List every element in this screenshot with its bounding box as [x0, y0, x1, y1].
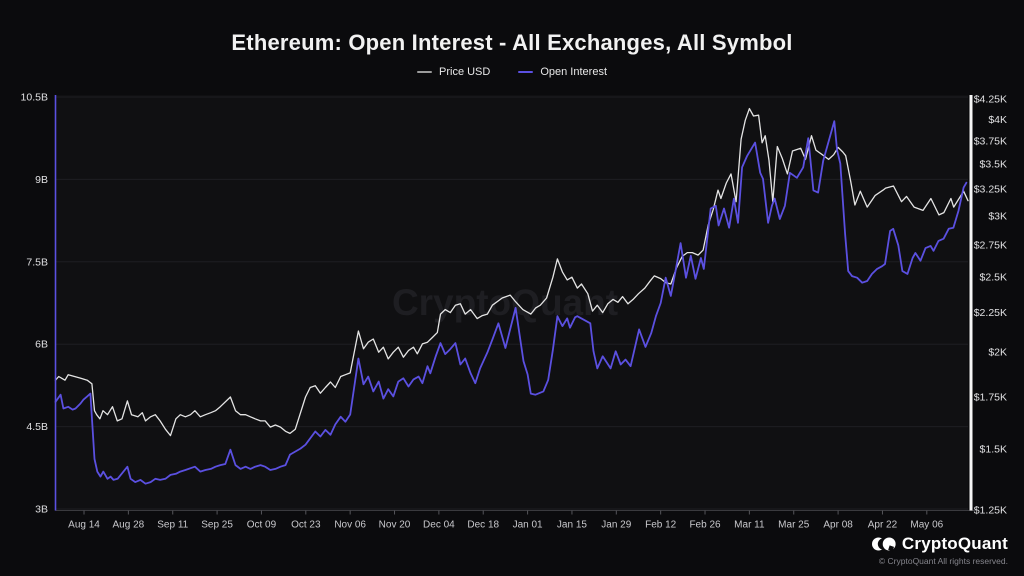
- right-axis-tick-label: $4.25K: [974, 94, 1007, 106]
- chart-title: Ethereum: Open Interest - All Exchanges,…: [231, 30, 793, 55]
- right-axis-tick-label: $2.75K: [974, 240, 1007, 252]
- right-axis-tick-label: $1.25K: [974, 505, 1007, 517]
- x-axis-tick-label: Nov 06: [334, 520, 366, 531]
- cryptoquant-logo-icon: [871, 537, 896, 552]
- x-axis-tick-label: Feb 12: [645, 520, 677, 531]
- x-axis-tick-label: Feb 26: [689, 520, 721, 531]
- x-axis-tick-label: Oct 09: [247, 520, 277, 531]
- left-axis-tick-label: 6B: [35, 339, 48, 351]
- x-axis-tick-label: Sep 25: [201, 520, 233, 531]
- brand-name: CryptoQuant: [901, 534, 1008, 553]
- left-axis-tick-label: 3B: [35, 504, 48, 516]
- series-line-price-usd: [54, 107, 969, 437]
- right-axis-tick-label: $2K: [988, 347, 1007, 359]
- left-axis-tick-label: 4.5B: [26, 421, 48, 433]
- legend-item-price-usd[interactable]: Price USD: [417, 66, 490, 78]
- x-axis-tick-label: May 06: [910, 520, 943, 531]
- footer-brand-block: CryptoQuant © CryptoQuant All rights res…: [871, 534, 1008, 566]
- right-axis-tick-label: $1.75K: [974, 391, 1007, 403]
- right-axis-tick-label: $2.5K: [980, 272, 1007, 284]
- x-axis-tick-label: Sep 11: [157, 520, 188, 531]
- open-interest-swatch-icon: [518, 71, 534, 73]
- right-axis-tick-label: $3K: [988, 210, 1007, 222]
- series-line-open-interest: [54, 120, 968, 485]
- x-axis-tick-label: Jan 29: [601, 520, 631, 531]
- x-axis-tick-label: Apr 08: [823, 520, 853, 531]
- x-axis-tick-label: Jan 15: [557, 520, 587, 531]
- legend: Price USD Open Interest: [0, 66, 1024, 78]
- plot-background: [55, 95, 968, 511]
- legend-item-open-interest[interactable]: Open Interest: [518, 66, 607, 78]
- x-axis-tick-label: Mar 11: [734, 520, 765, 531]
- legend-label-open-interest: Open Interest: [540, 66, 607, 78]
- x-axis-tick-label: Apr 22: [868, 520, 898, 531]
- left-axis-tick-label: 7.5B: [26, 256, 48, 268]
- watermark: CryptoQuant: [392, 282, 618, 323]
- right-axis-tick-label: $3.5K: [980, 159, 1007, 171]
- x-axis-tick-label: Aug 14: [68, 520, 100, 531]
- x-axis-tick-label: Jan 01: [513, 520, 543, 531]
- right-axis-tick-label: $1.5K: [980, 443, 1007, 455]
- legend-label-price-usd: Price USD: [439, 66, 491, 78]
- left-axis-tick-label: 10.5B: [21, 92, 48, 104]
- right-axis-tick-label: $4K: [988, 114, 1007, 126]
- left-axis-tick-label: 9B: [35, 174, 48, 186]
- price-usd-swatch-icon: [417, 71, 432, 73]
- x-axis-tick-label: Nov 20: [379, 520, 411, 531]
- x-axis-tick-label: Dec 04: [423, 520, 455, 531]
- x-axis-tick-label: Oct 23: [291, 520, 321, 531]
- x-axis-tick-label: Dec 18: [467, 520, 499, 531]
- x-axis-tick-label: Aug 28: [113, 520, 145, 531]
- right-axis-tick-label: $2.25K: [974, 307, 1007, 319]
- right-axis-tick-label: $3.75K: [974, 136, 1007, 148]
- copyright-text: © CryptoQuant All rights reserved.: [878, 556, 1008, 566]
- x-axis-tick-label: Mar 25: [778, 520, 810, 531]
- right-axis-tick-label: $3.25K: [974, 184, 1007, 196]
